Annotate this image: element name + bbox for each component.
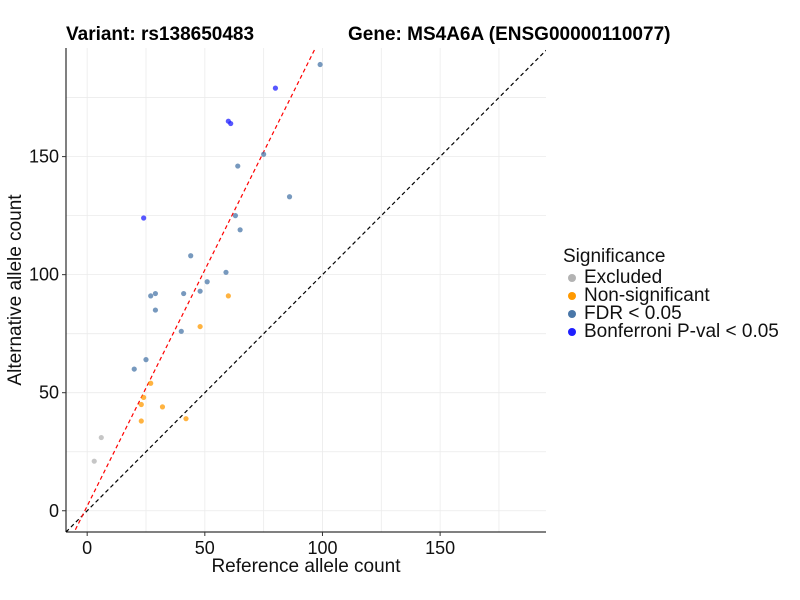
data-point — [91, 458, 97, 464]
y-tick-label: 50 — [39, 383, 59, 403]
data-point — [188, 253, 194, 259]
data-point — [159, 404, 166, 410]
x-tick-label: 100 — [307, 538, 337, 558]
data-point — [148, 293, 154, 299]
legend-label-excluded: Excluded — [584, 267, 663, 288]
y-tick-label: 0 — [49, 501, 59, 521]
legend-item-fdr: FDR < 0.05 — [563, 303, 779, 324]
variant-title: Variant: rs138650483 — [66, 24, 255, 45]
data-point — [204, 279, 210, 285]
axis-ticks: 0 50 100 150 0 50 100 150 — [29, 147, 455, 558]
data-point — [232, 213, 239, 219]
data-point — [152, 290, 159, 297]
data-point — [138, 418, 144, 424]
y-axis-label: Alternative allele count — [5, 194, 26, 386]
data-point — [261, 151, 267, 157]
data-point — [141, 394, 147, 401]
data-point — [225, 293, 231, 299]
y-tick-label: 100 — [29, 265, 59, 285]
data-point — [228, 120, 234, 127]
legend-item-non-significant: Non-significant — [563, 285, 779, 306]
x-tick-label: 150 — [425, 538, 455, 558]
legend-label-non-significant: Non-significant — [584, 285, 710, 306]
legend-swatch-non-significant — [568, 292, 576, 300]
data-point — [223, 269, 229, 275]
data-point — [235, 163, 241, 169]
legend-label-fdr: FDR < 0.05 — [584, 303, 682, 324]
data-point — [138, 401, 144, 408]
legend-item-excluded: Excluded — [563, 267, 779, 288]
legend-swatch-fdr — [568, 310, 576, 318]
data-point — [197, 323, 203, 330]
y-tick-label: 150 — [29, 147, 59, 167]
data-point — [131, 366, 137, 372]
data-point — [197, 288, 203, 294]
data-point — [286, 194, 293, 200]
data-point — [237, 227, 243, 233]
x-tick-label: 50 — [195, 538, 215, 558]
legend: Significance Excluded Non-significant FD… — [563, 246, 779, 342]
data-point — [183, 416, 189, 422]
legend-title: Significance — [563, 246, 666, 267]
reference-lines — [66, 48, 546, 532]
data-point — [178, 328, 184, 334]
data-point — [143, 357, 149, 363]
x-tick-label: 0 — [82, 538, 92, 558]
data-point — [181, 290, 187, 297]
legend-swatch-bonferroni — [568, 328, 576, 336]
grid-lines — [66, 48, 546, 532]
data-point — [317, 61, 323, 68]
data-point — [148, 380, 154, 386]
data-point — [152, 307, 159, 313]
legend-item-bonferroni: Bonferroni P-val < 0.05 — [563, 321, 779, 342]
x-axis-label: Reference allele count — [211, 556, 401, 577]
data-point — [98, 434, 104, 441]
gene-title: Gene: MS4A6A (ENSG00000110077) — [348, 24, 671, 45]
legend-label-bonferroni: Bonferroni P-val < 0.05 — [584, 321, 779, 342]
data-point — [272, 85, 279, 91]
legend-swatch-excluded — [568, 274, 576, 282]
identity-line — [66, 49, 546, 532]
data-point — [141, 215, 147, 221]
data-points — [91, 61, 323, 464]
